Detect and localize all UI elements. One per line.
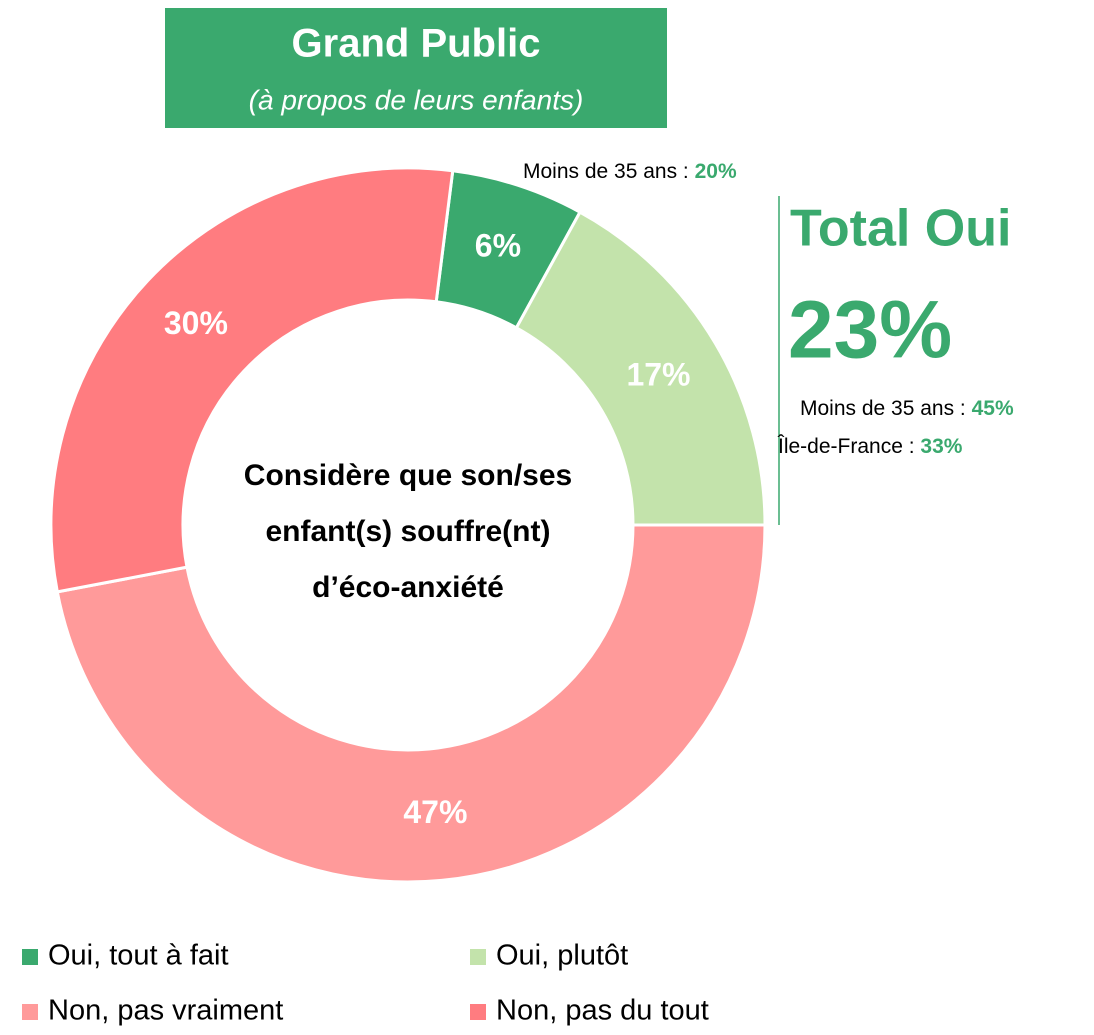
total-value: 23% xyxy=(788,285,952,376)
slice xyxy=(514,210,767,527)
legend-label: Oui, plutôt xyxy=(496,940,628,972)
legend-swatch xyxy=(22,1004,38,1020)
chart-subtitle: (à propos de leurs enfants) xyxy=(249,84,584,115)
total-note: Moins de 35 ans : 45% xyxy=(800,397,1014,420)
value-label: 30% xyxy=(164,305,228,341)
legend-swatch xyxy=(470,949,486,965)
note-value: 33% xyxy=(920,435,962,458)
note-label: Moins de 35 ans : xyxy=(523,160,695,183)
note-value: 45% xyxy=(972,397,1014,420)
note-value: 20% xyxy=(695,160,737,183)
slice-note: Moins de 35 ans : 20% xyxy=(523,160,737,183)
note-label: Île-de-France : xyxy=(777,435,920,458)
legend-swatch xyxy=(22,949,38,965)
legend-label: Oui, tout à fait xyxy=(48,940,229,972)
legend-label: Non, pas du tout xyxy=(496,995,709,1027)
header-box xyxy=(165,8,667,128)
center-text: Considère que son/ses xyxy=(244,459,572,492)
legend-swatch xyxy=(470,1004,486,1020)
value-label: 6% xyxy=(475,228,521,264)
total-title: Total Oui xyxy=(790,200,1011,258)
center-text: d’éco-anxiété xyxy=(312,571,504,604)
note-label: Moins de 35 ans : xyxy=(800,397,972,420)
value-label: 47% xyxy=(403,794,467,830)
total-note: Île-de-France : 33% xyxy=(777,435,963,458)
legend-label: Non, pas vraiment xyxy=(48,995,283,1027)
chart-title: Grand Public xyxy=(292,22,541,66)
slice xyxy=(49,166,455,594)
value-label: 17% xyxy=(626,356,690,392)
slice xyxy=(55,523,767,884)
center-text: enfant(s) souffre(nt) xyxy=(266,515,551,548)
